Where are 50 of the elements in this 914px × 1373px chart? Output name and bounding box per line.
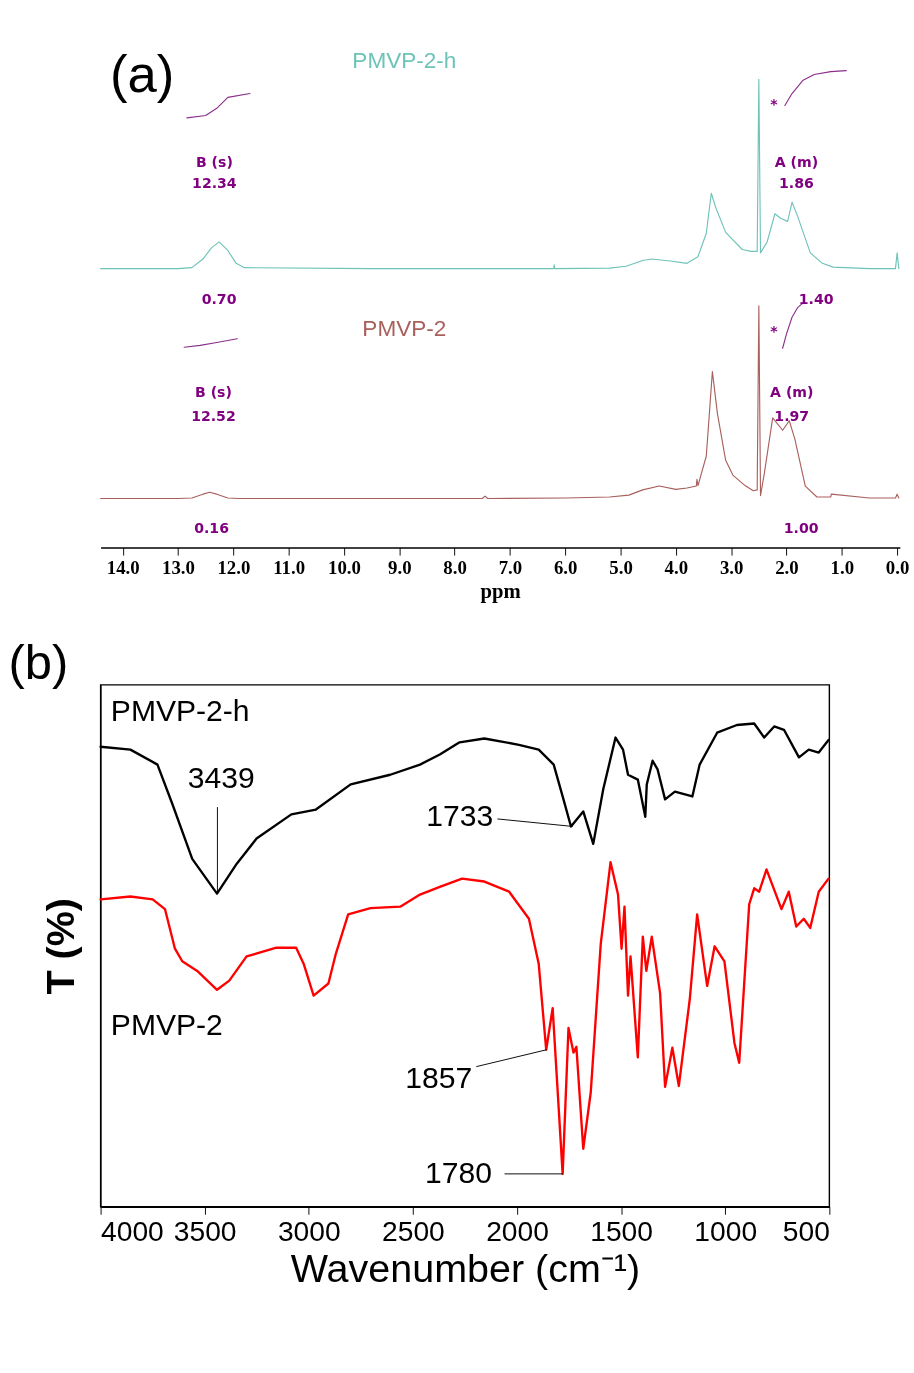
annotation: B (s) xyxy=(195,153,233,170)
series-label: PMVP-2 xyxy=(110,1007,223,1041)
x-tick-label: 1.0 xyxy=(830,557,855,579)
x-tick-label: 10.0 xyxy=(328,557,361,579)
annotation: A (m) xyxy=(774,153,819,170)
text: PMVP-2 xyxy=(362,315,447,341)
series-label: PMVP-2-h xyxy=(110,694,250,728)
annotation: 1733 xyxy=(426,799,494,833)
x-tick-label: 2000 xyxy=(486,1215,549,1248)
x-tick-label: 4000 xyxy=(101,1215,164,1248)
x-tick-label: 9.0 xyxy=(388,557,412,579)
annotation: 1857 xyxy=(405,1061,473,1095)
annotation: 1.00 xyxy=(783,519,819,536)
annotation: A (m) xyxy=(770,384,814,401)
annotation: 0.16 xyxy=(194,519,230,536)
x-tick-label: 1500 xyxy=(590,1215,653,1248)
chart-title: (b) xyxy=(8,635,69,690)
x-tick-label: 5.0 xyxy=(609,557,633,579)
x-tick-label: 6.0 xyxy=(553,557,578,579)
x-tick-label: 3000 xyxy=(277,1215,341,1248)
chart-title: (a) xyxy=(110,43,175,103)
annotation: 3439 xyxy=(187,761,255,795)
annotation: 1780 xyxy=(425,1156,492,1190)
x-tick-label: 500 xyxy=(782,1215,830,1248)
x-axis-title: ppm xyxy=(480,579,521,603)
annotation: * xyxy=(770,323,779,339)
annotation: * xyxy=(770,96,779,113)
x-tick-label: 3.0 xyxy=(719,557,744,579)
annotation: 1.86 xyxy=(779,175,815,192)
x-axis-title: Wavenumber (cm⁻¹) xyxy=(290,1245,641,1290)
x-tick-label: 7.0 xyxy=(498,557,523,579)
x-tick-label: 1000 xyxy=(694,1215,758,1248)
x-tick-label: 0.0 xyxy=(885,557,910,579)
x-tick-label: 14.0 xyxy=(106,557,140,579)
x-tick-label: 2.0 xyxy=(775,557,799,579)
x-tick-label: 2500 xyxy=(382,1215,445,1248)
annotation: 12.52 xyxy=(191,407,236,424)
x-tick-label: 12.0 xyxy=(217,557,251,579)
y-axis-title: T (%) xyxy=(37,898,82,995)
x-tick-label: 8.0 xyxy=(443,557,467,579)
annotation: 1.40 xyxy=(798,291,834,308)
x-tick-label: 13.0 xyxy=(162,557,195,579)
annotation: 1.97 xyxy=(774,407,810,424)
x-tick-label: 11.0 xyxy=(273,557,306,579)
x-tick-label: 3500 xyxy=(173,1215,237,1248)
annotation: 0.70 xyxy=(201,291,237,308)
text: PMVP-2-h xyxy=(352,48,457,74)
x-tick-label: 4.0 xyxy=(664,557,689,579)
annotation: 12.34 xyxy=(192,175,237,192)
annotation: B (s) xyxy=(194,384,232,401)
